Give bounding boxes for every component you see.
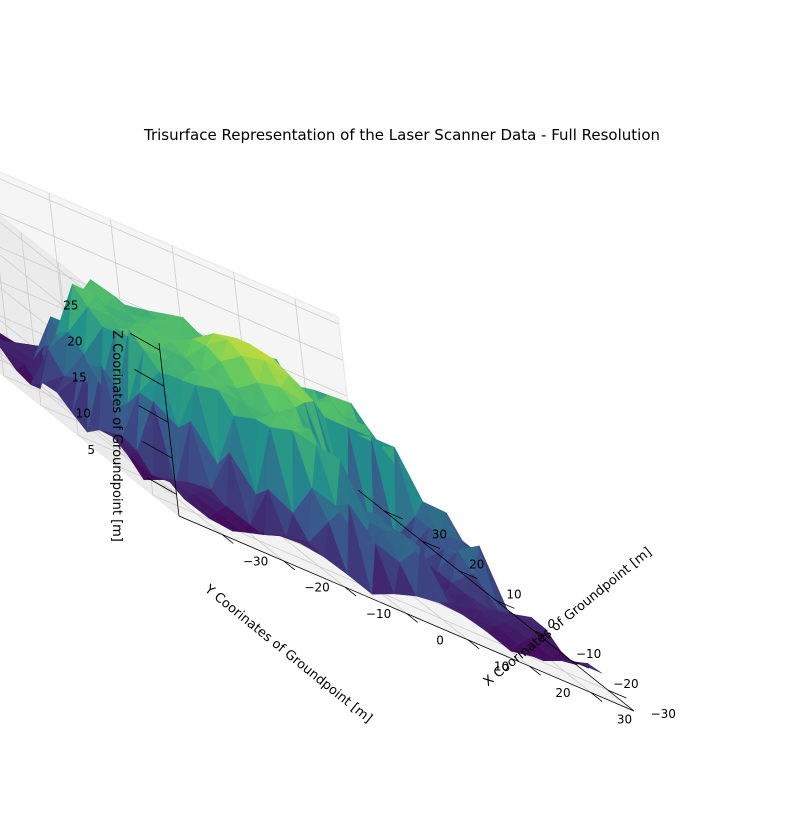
surface-triangle [578, 662, 603, 674]
chart-title: Trisurface Representation of the Laser S… [143, 126, 660, 144]
z-tick-mark [130, 332, 161, 351]
x-tick-label: 20 [555, 686, 570, 700]
x-tick-mark [221, 534, 234, 544]
z-tick-label: 5 [87, 443, 95, 457]
x-tick-mark [344, 586, 357, 597]
z-tick-label: 20 [67, 335, 82, 349]
z-axis-line [158, 342, 180, 517]
y-tick-label: 20 [469, 557, 484, 571]
z-tick-mark [134, 369, 165, 387]
z-tick-mark [138, 405, 169, 423]
surface-triangle [0, 332, 2, 336]
x-tick-label: 0 [436, 633, 444, 647]
y-tick-label: 0 [548, 617, 556, 631]
gridline-x [0, 356, 223, 535]
y-tick-mark [533, 629, 552, 639]
x-tick-mark [406, 613, 418, 623]
y-tick-label: −30 [651, 707, 676, 721]
z-tick-label: 25 [63, 299, 78, 313]
x-tick-mark [529, 665, 541, 676]
x-tick-label: 10 [494, 660, 509, 674]
z-axis-label: Z Coorinates of Groundpoint [m] [109, 330, 124, 542]
x-tick-mark [590, 692, 603, 702]
x-tick-mark [283, 560, 295, 571]
trisurf-surface [0, 279, 603, 674]
y-tick-label: 30 [432, 528, 447, 542]
y-tick-mark [570, 659, 590, 669]
z-tick-mark [146, 477, 177, 495]
x-tick-label: 30 [617, 712, 632, 726]
x-tick-label: −10 [366, 607, 391, 621]
y-tick-label: 10 [506, 587, 521, 601]
y-tick-label: −20 [613, 677, 638, 691]
y-tick-mark [607, 689, 627, 699]
y-tick-mark [421, 540, 441, 550]
gridline-z [0, 178, 339, 351]
axis-ticks: −30 −20 −10 0 10 20 30 −30 −20 −10 0 10 20 30 5 10 15 20 2… [63, 299, 676, 727]
z-tick-label: 15 [71, 371, 86, 385]
x-tick-label: −30 [243, 554, 268, 568]
x-tick-mark [467, 639, 480, 650]
y-tick-mark [458, 570, 478, 579]
y-tick-mark [383, 510, 403, 520]
z-tick-label: 10 [76, 407, 91, 421]
z-tick-mark [142, 441, 173, 459]
y-axis-label: Y Coorinates of Groundpoint [m] [201, 581, 375, 726]
y-tick-label: −10 [576, 647, 601, 661]
y-tick-mark [495, 600, 515, 609]
x-tick-label: −20 [304, 581, 329, 595]
